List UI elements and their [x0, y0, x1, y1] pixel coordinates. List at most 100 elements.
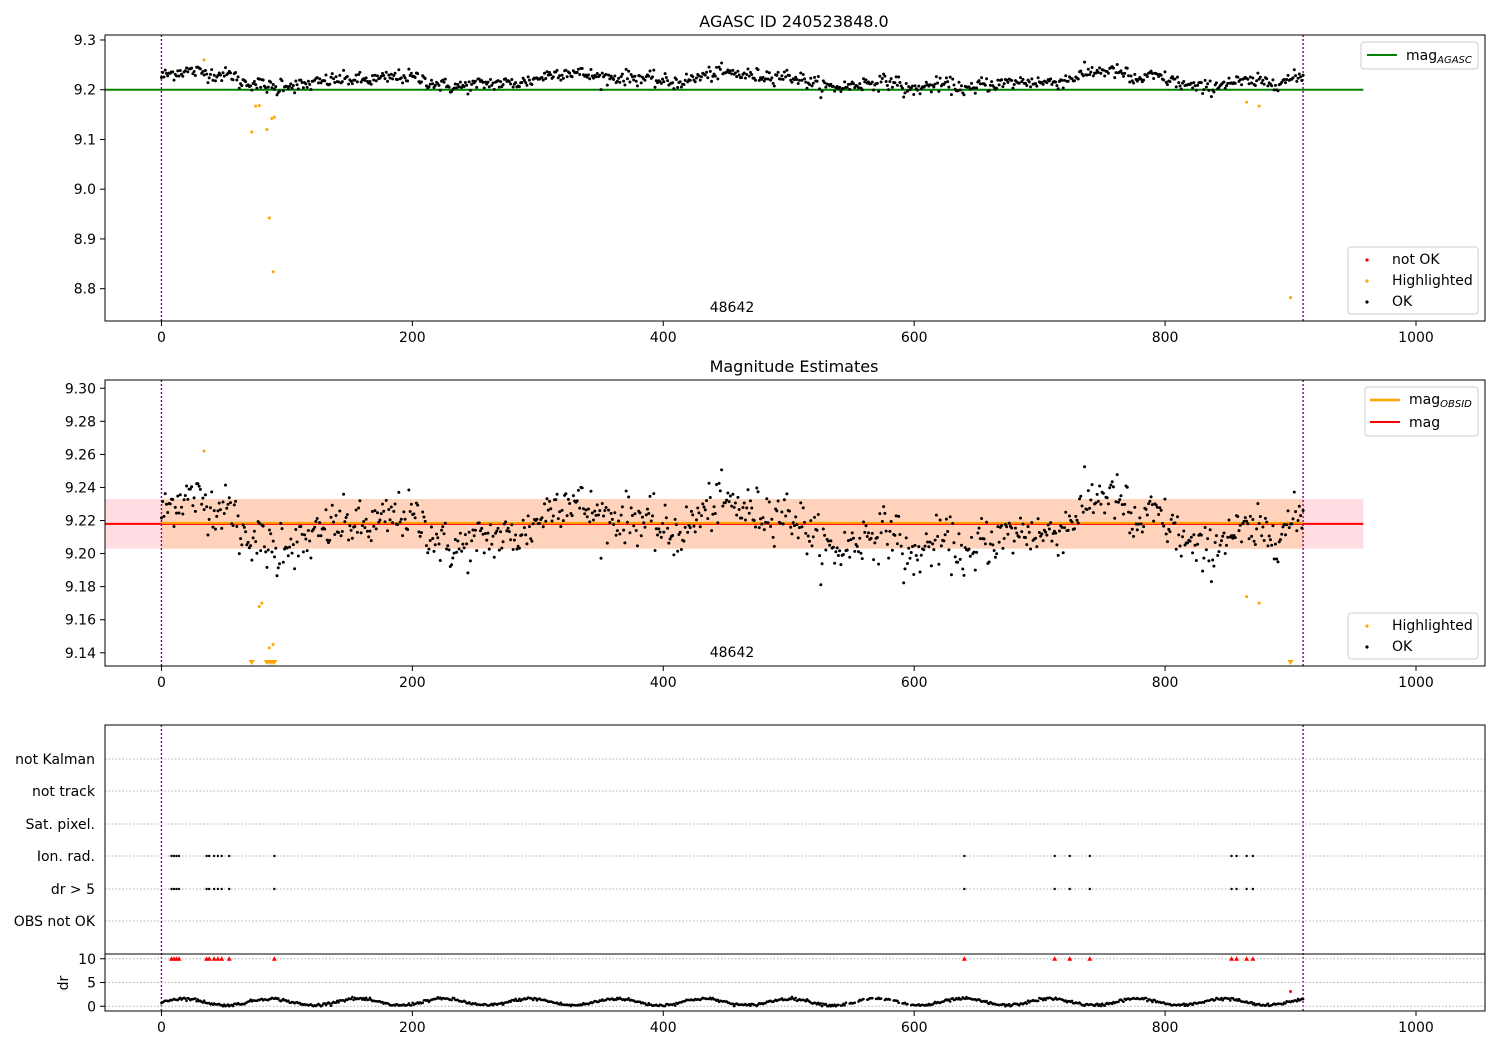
ok-point: [668, 537, 672, 541]
ok-point: [1238, 78, 1242, 82]
ok-point: [1287, 526, 1291, 530]
ok-point: [1164, 532, 1168, 536]
ok-point: [853, 549, 857, 553]
ok-point: [810, 84, 814, 88]
ok-point: [1054, 80, 1058, 84]
ok-point: [329, 75, 333, 79]
ok-point: [413, 516, 417, 520]
ok-point: [860, 88, 864, 92]
ok-point: [1241, 522, 1245, 526]
ok-point: [851, 536, 855, 540]
x-tick-label: 800: [1152, 330, 1179, 346]
ok-point: [347, 538, 351, 542]
ok-point: [525, 83, 529, 87]
dr-clipped-marker: [215, 956, 221, 961]
ok-point: [254, 83, 258, 87]
highlighted-clipped-marker: [1287, 660, 1294, 665]
ok-point: [905, 561, 909, 565]
ok-point: [212, 509, 216, 513]
highlighted-point: [260, 601, 264, 605]
dr-point: [518, 997, 521, 1001]
x-tick-label: 0: [157, 675, 166, 691]
dr-point: [1103, 1004, 1106, 1007]
ok-point: [718, 67, 722, 71]
ok-point: [316, 534, 320, 538]
ok-point: [313, 525, 317, 529]
ok-point: [608, 77, 612, 81]
ok-point: [419, 531, 423, 535]
highlighted-point: [257, 104, 261, 108]
flag-point: [1053, 854, 1056, 858]
ok-point: [707, 481, 711, 485]
ok-point: [1291, 517, 1295, 521]
ok-point: [178, 493, 182, 497]
ok-point: [1292, 68, 1296, 72]
ok-point: [471, 528, 475, 532]
ok-point: [667, 541, 671, 545]
dr-point: [1122, 1000, 1125, 1003]
ok-point: [333, 533, 337, 537]
ok-point: [1073, 527, 1077, 531]
ok-point: [423, 519, 427, 523]
ok-point: [1036, 517, 1040, 521]
ok-point: [426, 551, 430, 555]
dr-point: [862, 997, 865, 1001]
ok-point: [720, 61, 724, 65]
ok-point: [1237, 529, 1241, 533]
ok-point: [666, 79, 670, 83]
ok-point: [319, 534, 323, 538]
ok-point: [619, 75, 623, 79]
dr-point: [367, 998, 370, 1001]
ok-point: [1159, 73, 1163, 77]
ok-point: [678, 530, 682, 534]
dr-point: [1220, 996, 1223, 1000]
ok-point: [843, 80, 847, 84]
ok-point: [648, 494, 652, 498]
ok-point: [433, 543, 437, 547]
ok-point: [907, 546, 911, 550]
ok-point: [879, 531, 883, 535]
ok-point: [740, 76, 744, 80]
ok-point: [764, 77, 768, 81]
dr-point: [363, 998, 367, 1002]
ok-point: [787, 73, 791, 77]
ok-point: [1095, 492, 1099, 496]
ok-point: [1247, 537, 1251, 541]
ok-point: [743, 76, 747, 80]
ok-point: [696, 506, 700, 510]
ok-point: [936, 534, 940, 538]
ok-point: [919, 553, 923, 557]
ok-point: [365, 529, 369, 533]
ok-point: [300, 80, 304, 84]
ok-point: [176, 69, 180, 73]
ok-point: [1110, 480, 1114, 484]
ok-point: [487, 85, 491, 89]
ok-point: [461, 542, 465, 546]
ok-point: [795, 523, 799, 527]
ok-point: [290, 551, 294, 555]
ok-point: [813, 75, 817, 79]
ok-point: [1277, 540, 1281, 544]
ok-point: [815, 528, 819, 532]
ok-point: [1049, 521, 1053, 525]
ok-point: [956, 89, 960, 93]
ok-point: [717, 481, 721, 485]
ok-point: [1276, 560, 1280, 564]
ok-point: [771, 81, 775, 85]
ok-point: [599, 88, 603, 92]
ok-point: [442, 80, 446, 84]
ok-point: [1208, 528, 1212, 532]
ok-point: [632, 78, 636, 82]
ok-point: [1091, 511, 1095, 515]
ok-point: [486, 531, 490, 535]
ok-point: [559, 525, 563, 529]
ok-point: [1173, 521, 1177, 525]
ok-point: [1125, 485, 1129, 489]
dr-point: [820, 1004, 824, 1008]
ok-point: [1085, 73, 1089, 77]
ok-point: [475, 85, 479, 89]
ok-point: [933, 538, 937, 542]
x-tick-label: 200: [399, 675, 426, 691]
ok-point: [455, 86, 459, 90]
ok-point: [688, 78, 692, 82]
